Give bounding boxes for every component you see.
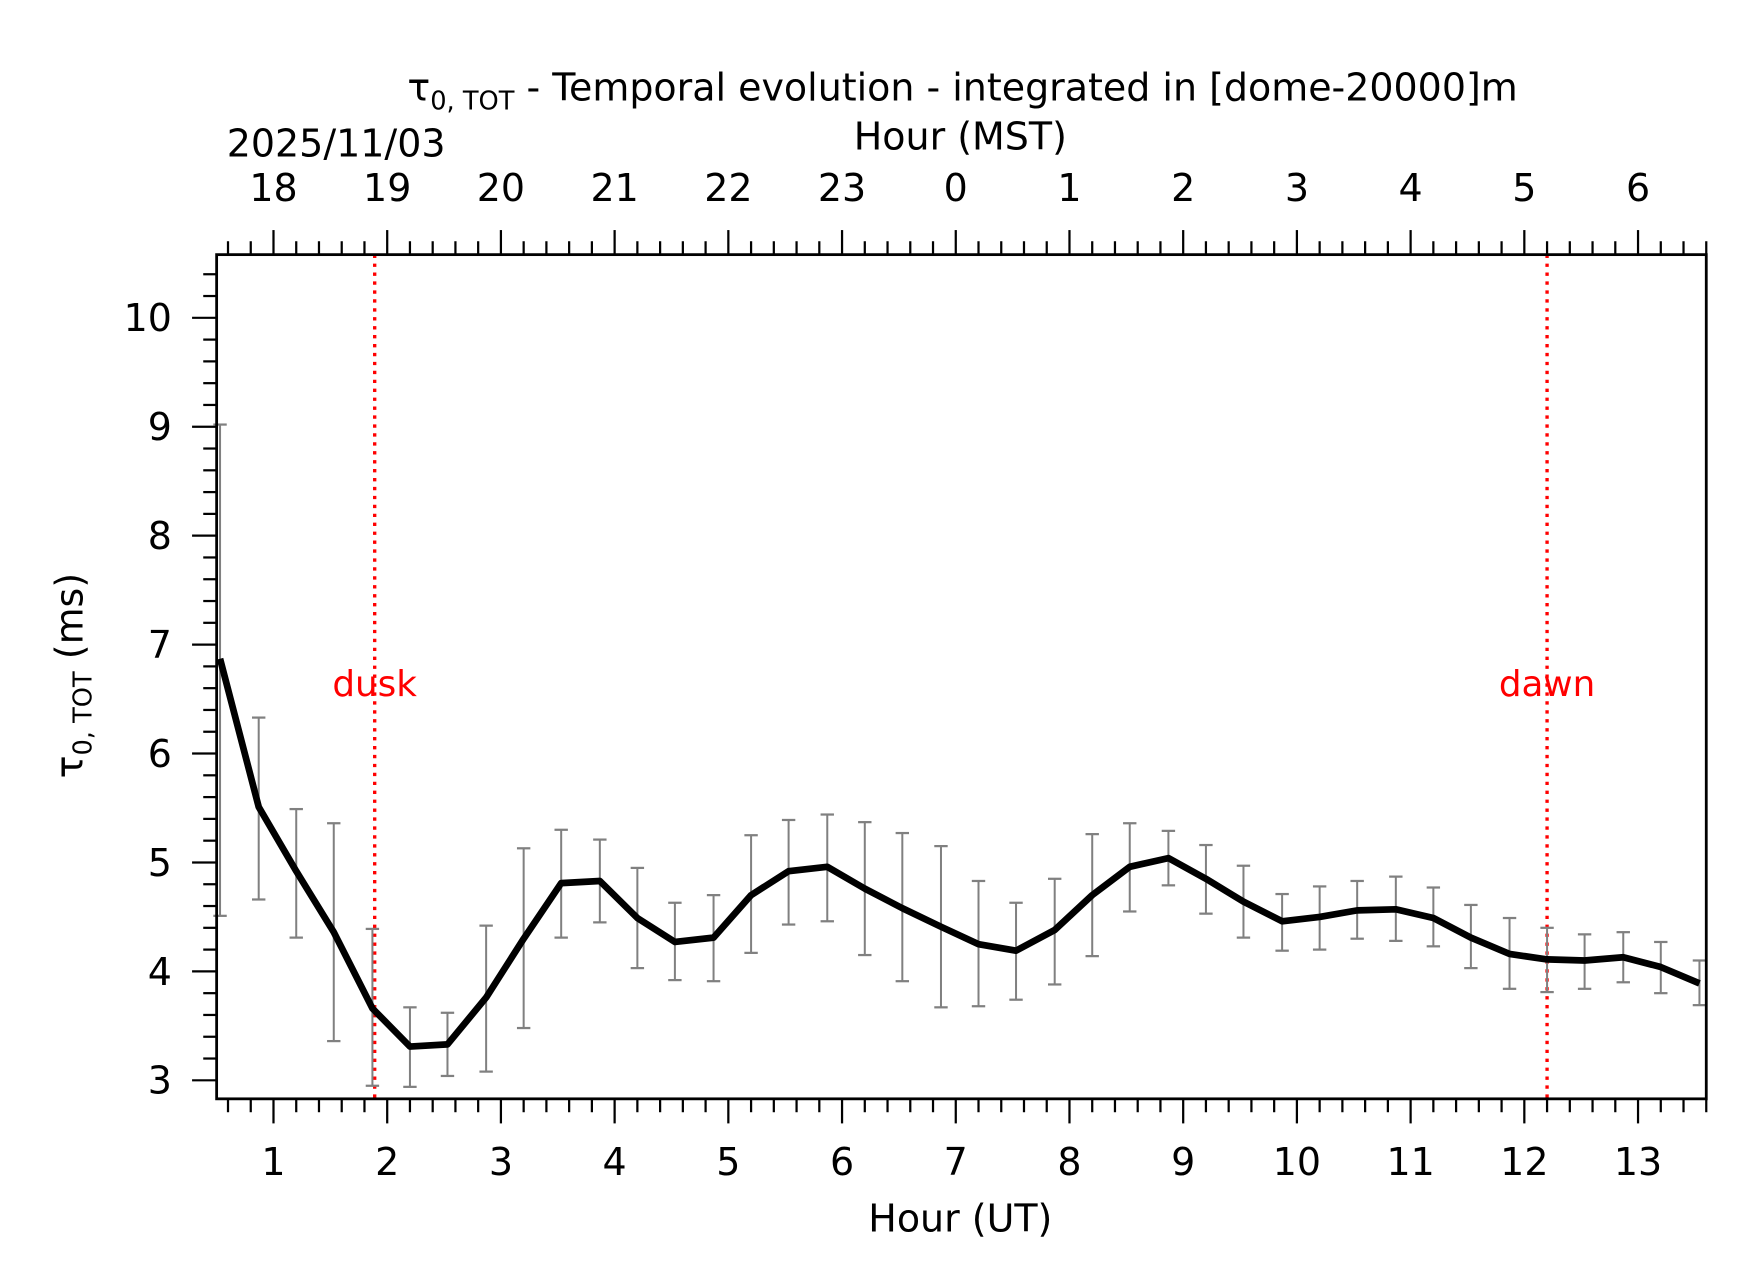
x-tick-label: 8 bbox=[1057, 1140, 1081, 1184]
x2-tick-label: 20 bbox=[477, 166, 525, 210]
tau0-series-line bbox=[216, 657, 1701, 1050]
x2-tick-label: 0 bbox=[944, 166, 968, 210]
x-tick-label: 6 bbox=[830, 1140, 854, 1184]
x-tick-label: 1 bbox=[261, 1140, 285, 1184]
dawn-label: dawn bbox=[1499, 664, 1595, 705]
x2-tick-label: 19 bbox=[363, 166, 411, 210]
y-axis-label: τ0, TOT (ms) bbox=[48, 573, 99, 779]
x2-tick-label: 1 bbox=[1057, 166, 1081, 210]
ylabel-rest: (ms) bbox=[48, 573, 92, 671]
x2-tick-label: 3 bbox=[1285, 166, 1309, 210]
x2-tick-label: 5 bbox=[1512, 166, 1536, 210]
x-tick-label: 3 bbox=[489, 1140, 513, 1184]
x-axis-label: Hour (UT) bbox=[868, 1197, 1052, 1241]
chart-title: τ0, TOT - Temporal evolution - integrate… bbox=[407, 66, 1517, 117]
x2-tick-label: 23 bbox=[818, 166, 866, 210]
date-label: 2025/11/03 bbox=[227, 121, 446, 165]
y-tick-label: 8 bbox=[148, 514, 172, 558]
x2-tick-label: 18 bbox=[249, 166, 297, 210]
x-tick-label: 13 bbox=[1614, 1140, 1662, 1184]
x-tick-label: 2 bbox=[375, 1140, 399, 1184]
x-tick-label: 9 bbox=[1171, 1140, 1195, 1184]
y-tick-label: 6 bbox=[148, 732, 172, 776]
y-tick-label: 9 bbox=[148, 405, 172, 449]
ylabel-subscript: 0, TOT bbox=[69, 671, 99, 756]
y-tick-label: 5 bbox=[148, 841, 172, 885]
x-tick-label: 5 bbox=[716, 1140, 740, 1184]
x2-tick-label: 2 bbox=[1171, 166, 1195, 210]
x2-tick-label: 4 bbox=[1399, 166, 1423, 210]
plot-frame bbox=[215, 253, 1708, 1101]
ylabel-symbol: τ bbox=[48, 756, 92, 779]
x-tick-label: 12 bbox=[1500, 1140, 1548, 1184]
title-subscript: 0, TOT bbox=[430, 86, 515, 116]
x2-axis-label: Hour (MST) bbox=[854, 115, 1067, 159]
x-tick-label: 7 bbox=[944, 1140, 968, 1184]
dusk-label: dusk bbox=[332, 664, 417, 705]
title-symbol: τ bbox=[407, 66, 430, 110]
title-rest: - Temporal evolution - integrated in [do… bbox=[514, 66, 1517, 110]
x-tick-label: 11 bbox=[1386, 1140, 1434, 1184]
y-tick-label: 3 bbox=[148, 1059, 172, 1103]
y-tick-label: 7 bbox=[148, 623, 172, 667]
x2-tick-label: 21 bbox=[590, 166, 638, 210]
x2-tick-label: 22 bbox=[704, 166, 752, 210]
x-tick-label: 10 bbox=[1273, 1140, 1321, 1184]
x2-tick-label: 6 bbox=[1626, 166, 1650, 210]
y-tick-label: 4 bbox=[148, 950, 172, 994]
x-tick-label: 4 bbox=[603, 1140, 627, 1184]
y-tick-label: 10 bbox=[124, 296, 172, 340]
